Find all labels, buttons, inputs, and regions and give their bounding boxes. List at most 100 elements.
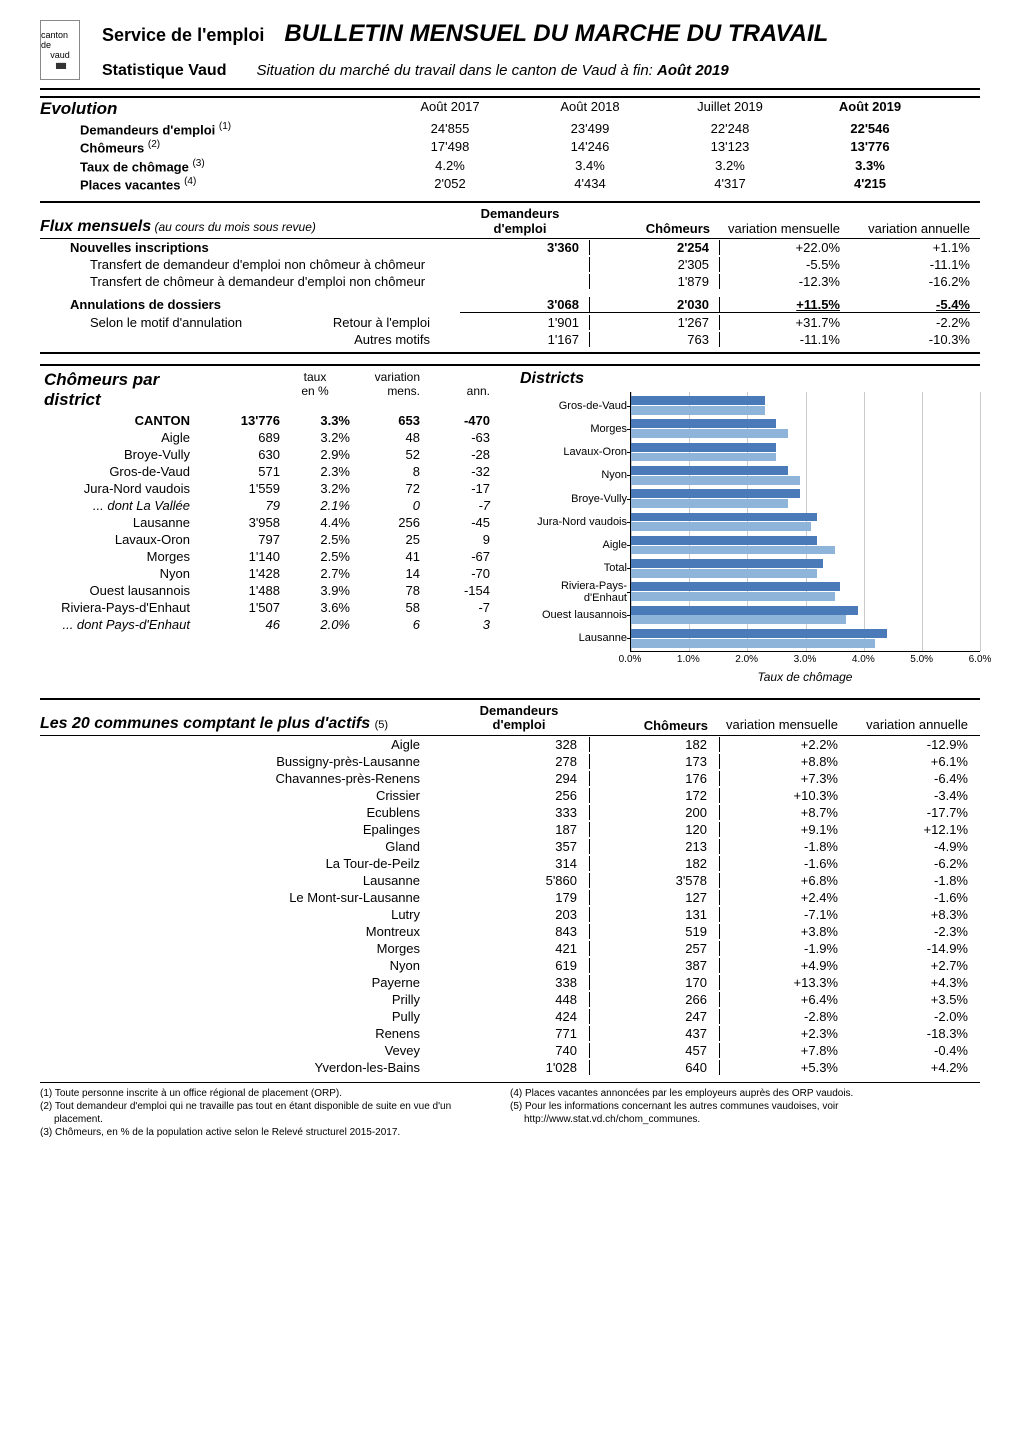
footnote-line: (3) Chômeurs, en % de la population acti… [40,1126,498,1139]
evolution-cell: 22'248 [660,121,800,137]
district-cell: Broye-Vully [40,447,210,462]
commune-cell: 179 [460,890,590,905]
districts-section: Chômeurs par district tauxen % variation… [40,364,980,684]
commune-cell: +3.8% [720,924,850,939]
districts-header: Chômeurs par district tauxen % variation… [40,370,500,412]
commune-name: Payerne [40,975,460,990]
district-row: ... dont La Vallée792.1%0-7 [40,497,500,514]
chart-bar [631,522,811,531]
chart-bar [631,489,800,498]
chart-x-tick: 2.0% [735,654,758,665]
evolution-cell: 22'546 [800,121,940,137]
evolution-cell: 4'434 [520,176,660,192]
flux-row-label: Nouvelles inscriptions [40,240,460,255]
flux-cell: +1.1% [850,240,980,255]
chart-bar-row: Lavaux-Oron [631,440,980,463]
district-cell: 3.2% [280,481,350,496]
district-cell: ... dont Pays-d'Enhaut [40,617,210,632]
commune-cell: 640 [590,1060,720,1075]
chart-x-tick: 5.0% [910,654,933,665]
flux-row: Transfert de demandeur d'emploi non chôm… [40,256,980,273]
communes-row: Pully424247-2.8%-2.0% [40,1008,980,1025]
districts-col-mens: variationmens. [350,370,420,410]
commune-cell: 127 [590,890,720,905]
commune-cell: -2.8% [720,1009,850,1024]
communes-row: Crissier256172+10.3%-3.4% [40,787,980,804]
evolution-cell: 14'246 [520,139,660,155]
commune-cell: -1.9% [720,941,850,956]
chart-bar-label: Total [521,562,631,574]
chart-bar [631,443,776,452]
communes-rows: Aigle328182+2.2%-12.9%Bussigny-près-Laus… [40,736,980,1076]
district-row: Aigle6893.2%48-63 [40,429,500,446]
communes-row: Lausanne5'8603'578+6.8%-1.8% [40,872,980,889]
chart-bar-row: Ouest lausannois [631,603,980,626]
commune-name: Morges [40,941,460,956]
header-text: Service de l'emploi BULLETIN MENSUEL DU … [102,20,980,80]
flux-cell [460,257,590,272]
chart-area: Gros-de-VaudMorgesLavaux-OronNyonBroye-V… [630,392,980,652]
evolution-section: Evolution Août 2017 Août 2018 Juillet 20… [40,96,980,193]
district-cell: -7 [420,498,490,513]
district-cell: 58 [350,600,420,615]
flux-cell: -2.2% [850,315,980,330]
logo-shape: canton de vaud [40,20,80,80]
evolution-row-label: Taux de chômage (3) [40,158,380,174]
communes-row: Bussigny-près-Lausanne278173+8.8%+6.1% [40,753,980,770]
district-cell: 2.3% [280,464,350,479]
chart-bar-label: Aigle [521,539,631,551]
communes-row: Epalinges187120+9.1%+12.1% [40,821,980,838]
commune-name: Pully [40,1009,460,1024]
chart-bar-label: Ouest lausannois [521,609,631,621]
chart-bar-label: Nyon [521,469,631,481]
communes-row: Aigle328182+2.2%-12.9% [40,736,980,753]
district-cell: 630 [210,447,280,462]
communes-row: Renens771437+2.3%-18.3% [40,1025,980,1042]
commune-cell: -1.8% [850,873,980,888]
commune-cell: -12.9% [850,737,980,752]
district-cell: -7 [420,600,490,615]
chart-bar-row: Nyon [631,464,980,487]
evolution-col-header: Août 2019 [800,99,940,119]
commune-cell: -1.6% [850,890,980,905]
chart-bar-label: Lavaux-Oron [521,446,631,458]
evolution-cell: 4.2% [380,158,520,174]
communes-header: Les 20 communes comptant le plus d'actif… [40,704,980,736]
district-cell: Ouest lausannois [40,583,210,598]
commune-cell: 120 [590,822,720,837]
commune-cell: 338 [460,975,590,990]
commune-cell: 357 [460,839,590,854]
evolution-cell: 3.2% [660,158,800,174]
commune-cell: 170 [590,975,720,990]
flux-cell: +31.7% [720,315,850,330]
chart-x-tick: 0.0% [619,654,642,665]
commune-cell: +6.4% [720,992,850,1007]
district-cell: 2.5% [280,549,350,564]
commune-cell: -3.4% [850,788,980,803]
district-cell: Lausanne [40,515,210,530]
chart-bar-label: Gros-de-Vaud [521,400,631,412]
header-title-row: Service de l'emploi BULLETIN MENSUEL DU … [102,20,980,48]
commune-name: Vevey [40,1043,460,1058]
commune-cell: 843 [460,924,590,939]
communes-row: Prilly448266+6.4%+3.5% [40,991,980,1008]
district-cell: 2.1% [280,498,350,513]
commune-cell: 266 [590,992,720,1007]
communes-title: Les 20 communes comptant le plus d'actif… [40,715,460,733]
chart-x-tick: 4.0% [852,654,875,665]
district-row: Gros-de-Vaud5712.3%8-32 [40,463,500,480]
district-cell: Jura-Nord vaudois [40,481,210,496]
commune-name: Montreux [40,924,460,939]
flux-cell: 763 [590,332,720,347]
situation-date: Août 2019 [657,62,729,79]
district-cell: 8 [350,464,420,479]
district-cell: 1'507 [210,600,280,615]
commune-cell: +2.3% [720,1026,850,1041]
district-cell: 571 [210,464,280,479]
flux-col-header: Demandeurs d'emploi [460,207,590,236]
district-cell: 2.9% [280,447,350,462]
evolution-title: Evolution [40,99,380,119]
commune-name: Yverdon-les-Bains [40,1060,460,1075]
commune-cell: -18.3% [850,1026,980,1041]
flux-cell: 3'360 [460,240,590,255]
